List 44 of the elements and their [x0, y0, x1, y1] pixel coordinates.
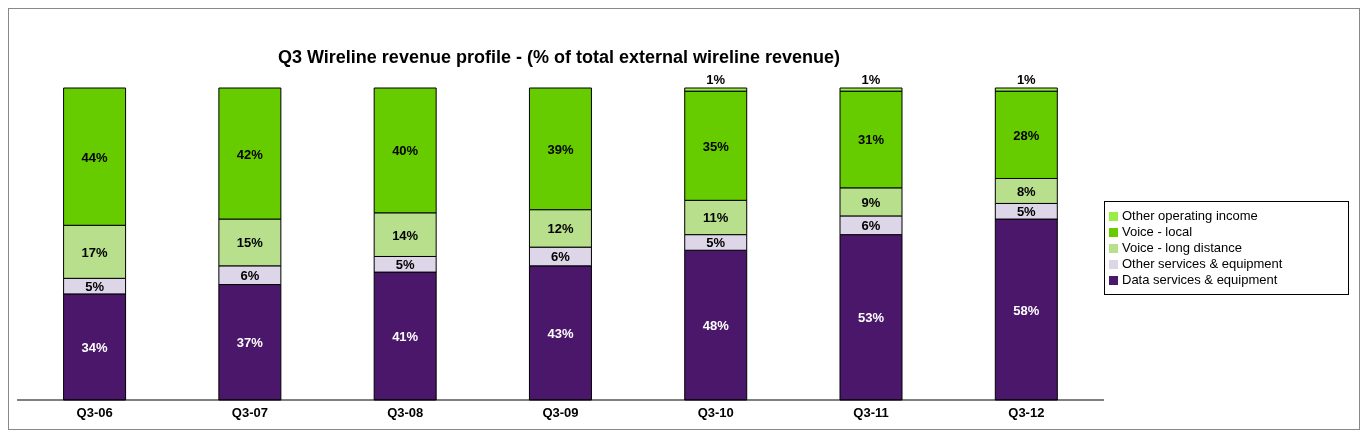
data-label: 15%	[236, 235, 264, 251]
x-tick-label: Q3-12	[1008, 405, 1045, 421]
data-label: 39%	[547, 141, 574, 157]
legend-label: Other operating income	[1122, 208, 1258, 223]
data-label: 35%	[702, 138, 730, 154]
x-tick-label: Q3-11	[853, 405, 889, 421]
data-label: 5%	[395, 257, 415, 273]
data-label: 6%	[240, 268, 260, 284]
legend-label: Data services & equipment	[1122, 272, 1278, 287]
chart-title: Q3 Wireline revenue profile - (% of total external wireline revenue)	[277, 46, 841, 68]
data-label: 44%	[81, 149, 109, 165]
x-tick-label: Q3-07	[231, 405, 268, 421]
data-label: 9%	[861, 194, 881, 210]
legend-label: Voice - long distance	[1122, 240, 1242, 255]
data-label: 34%	[81, 339, 109, 355]
data-label: 5%	[1016, 204, 1037, 220]
legend-label: Voice - local	[1122, 224, 1193, 239]
data-label: 5%	[85, 279, 105, 295]
x-tick-label: Q3-08	[387, 405, 424, 421]
data-label: 28%	[1013, 127, 1040, 143]
data-label: 6%	[551, 249, 571, 265]
data-label: 8%	[1016, 183, 1037, 199]
x-tick-label: Q3-10	[697, 405, 734, 421]
data-label: 53%	[858, 310, 885, 326]
data-label: 37%	[236, 335, 264, 351]
data-label: 1%	[706, 72, 726, 87]
data-label: 6%	[861, 218, 881, 234]
data-label: 5%	[706, 235, 726, 251]
data-label: 42%	[236, 146, 264, 162]
data-label: 1%	[861, 72, 881, 87]
data-label: 11%	[703, 210, 729, 226]
data-label: 1%	[1016, 72, 1037, 87]
data-label: 43%	[547, 325, 574, 341]
x-tick-label: Q3-09	[542, 405, 579, 421]
legend-label: Other services & equipment	[1122, 256, 1283, 271]
data-label: 31%	[858, 132, 885, 148]
data-label: 12%	[547, 221, 574, 237]
data-label: 41%	[392, 329, 419, 345]
data-label: 58%	[1013, 302, 1040, 318]
data-label: 40%	[392, 143, 419, 159]
data-label: 48%	[702, 318, 730, 334]
data-label: 14%	[392, 227, 419, 243]
x-tick-label: Q3-06	[76, 405, 113, 421]
data-label: 17%	[81, 244, 109, 260]
